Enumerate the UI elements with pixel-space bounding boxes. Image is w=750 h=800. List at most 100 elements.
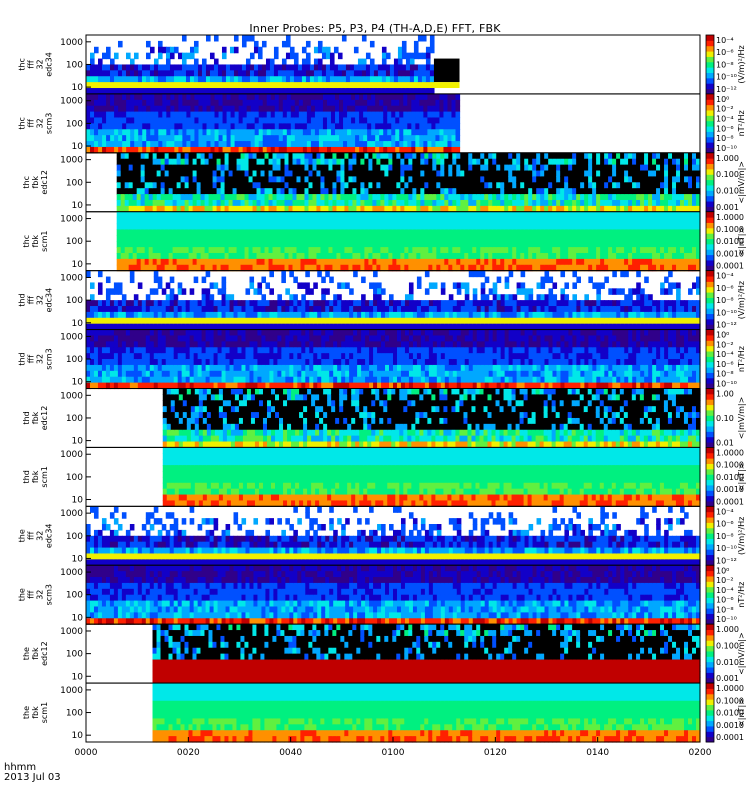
x-tick-label: 0140 bbox=[586, 748, 609, 758]
y-tick-label: 1000 bbox=[60, 38, 83, 48]
spectrogram-cells bbox=[86, 565, 701, 625]
colorbar-unit-label: <|mV/m|> bbox=[737, 632, 746, 675]
colorbar-tick-label: 10⁻⁶ bbox=[716, 284, 734, 293]
x-axis-date-label: 2013 Jul 03 bbox=[4, 772, 61, 783]
y-tick-label: 100 bbox=[66, 532, 83, 542]
y-tick-label: 1000 bbox=[60, 509, 83, 519]
y-tick-label: 100 bbox=[66, 60, 83, 70]
colorbar-unit-label: (V/m)²/Hz bbox=[737, 281, 746, 319]
colorbar-tick-label: 10⁻⁴ bbox=[716, 272, 734, 281]
colorbar-tick-label: 10⁻¹⁰ bbox=[716, 308, 737, 317]
spectrogram-cells bbox=[86, 506, 701, 566]
colorbar-tick-label: 0.0010 bbox=[716, 721, 744, 730]
colorbar-tick-label: 0.0100 bbox=[716, 473, 744, 482]
colorbar-tick-label: 0.100 bbox=[716, 170, 739, 179]
panel-stack: 100010010thcfff32edc3410⁻⁴10⁻⁶10⁻⁸10⁻¹⁰1… bbox=[18, 34, 746, 743]
x-tick-label: 0020 bbox=[177, 748, 200, 758]
chart-title: Inner Probes: P5, P3, P4 (TH-A,D,E) FFT,… bbox=[249, 22, 501, 35]
colorbar-tick-label: 0.0010 bbox=[716, 485, 744, 494]
colorbar-tick-label: 0.0010 bbox=[716, 249, 744, 258]
colorbar-unit-label: <|nT|> bbox=[737, 227, 746, 256]
colorbar-tick-label: 10⁻⁴ bbox=[716, 507, 734, 516]
x-tick-label: 0200 bbox=[689, 748, 712, 758]
colorbar-tick-label: 10⁰ bbox=[716, 566, 729, 575]
colorbar-unit-label: <|mV/m|> bbox=[737, 397, 746, 440]
colorbar-tick-label: 10⁻⁶ bbox=[716, 360, 734, 369]
spectrogram-cells bbox=[152, 683, 701, 743]
colorbar-tick-label: 0.0001 bbox=[716, 497, 744, 506]
y-tick-label: 100 bbox=[66, 119, 83, 129]
colorbar-tick-label: 0.001 bbox=[716, 674, 739, 683]
panel-label: thefff32scm3 bbox=[18, 584, 54, 605]
colorbar: 1.000 0.100 0.010 0.001<|mV/m|> bbox=[705, 623, 746, 684]
colorbar: 1.0000 0.1000 0.0100 0.0010 0.0001 <|nT|> bbox=[705, 447, 746, 507]
x-axis-unit-label: hhmm bbox=[4, 762, 37, 773]
colorbar: 10⁻⁴ 10⁻⁶ 10⁻⁸ 10⁻¹⁰ 10⁻¹²(V/m)²/Hz bbox=[705, 34, 746, 95]
colorbar-tick-label: 10⁻¹⁰ bbox=[716, 73, 737, 82]
colorbar-tick-label: 10⁻⁸ bbox=[716, 296, 734, 305]
y-tick-label: 100 bbox=[66, 709, 83, 719]
y-tick-label: 10 bbox=[72, 142, 84, 152]
colorbar-tick-label: 1.000 bbox=[716, 625, 739, 634]
y-tick-label: 100 bbox=[66, 237, 83, 247]
colorbar-unit-label: <|nT|> bbox=[737, 462, 746, 491]
panel-label: thcfbkscm1 bbox=[22, 230, 49, 251]
colorbar-tick-label: 0.1000 bbox=[716, 696, 744, 705]
colorbar-tick-label: 10⁻⁴ bbox=[716, 586, 734, 595]
y-tick-label: 100 bbox=[66, 591, 83, 601]
panel-thd-fff-32-scm3: 1000 100 10 thdfff32scm3 10⁰10⁻²10⁻⁴10⁻⁶10⁻⁸… bbox=[18, 329, 746, 390]
colorbar-tick-label: 10⁻¹⁰ bbox=[716, 380, 737, 389]
spectrogram-cells bbox=[86, 35, 460, 95]
x-tick-label: 0100 bbox=[382, 748, 405, 758]
spectrogram-cells bbox=[86, 270, 701, 331]
colorbar: 10⁻⁴ 10⁻⁶ 10⁻⁸ 10⁻¹⁰ 10⁻¹²(V/m)²/Hz bbox=[705, 505, 746, 566]
colorbar-unit-label: nT²/Hz bbox=[737, 582, 746, 608]
colorbar-tick-label: 10⁻⁶ bbox=[716, 124, 734, 133]
colorbar-tick-label: 10⁻² bbox=[716, 576, 734, 585]
colorbar-tick-label: 1.0000 bbox=[716, 684, 744, 693]
colorbar-tick-label: 0.010 bbox=[716, 658, 739, 667]
x-tick-label: 0000 bbox=[75, 748, 98, 758]
panel-the-fbk-scm1: 1000 100 10 thefbkscm1 1.0000 0.1000 0.0100 0.0… bbox=[22, 682, 746, 743]
colorbar-tick-label: 10⁻⁴ bbox=[716, 350, 734, 359]
colorbar-unit-label: <|mV/m|> bbox=[737, 161, 746, 204]
panel-label: thefbkscm1 bbox=[22, 702, 49, 723]
panel-thc-fbk-edc12: 1000 100 10 thcfbkedc12 1.000 0.100 0.010 0.001… bbox=[22, 152, 746, 213]
colorbar-unit-label: (V/m)²/Hz bbox=[737, 517, 746, 555]
x-axis: 0000 0020 0040 0100 0120 0140 0200 bbox=[75, 737, 712, 758]
panel-thc-fbk-scm1: 1000 100 10 thcfbkscm1 1.0000 0.1000 0.0100 0.0… bbox=[22, 211, 746, 272]
panel-the-fff-32-edc34: 100010010thefff32edc3410⁻⁴10⁻⁶10⁻⁸10⁻¹⁰1… bbox=[18, 505, 746, 566]
y-tick-label: 1000 bbox=[60, 215, 83, 225]
colorbar-tick-label: 0.01 bbox=[716, 438, 734, 447]
panel-the-fff-32-scm3: 1000 100 10 thefff32scm3 10⁰10⁻²10⁻⁴10⁻⁶10⁻⁸… bbox=[18, 564, 746, 625]
y-tick-label: 1000 bbox=[60, 332, 83, 342]
colorbar-tick-label: 10⁻⁴ bbox=[716, 114, 734, 123]
spectrogram-cells bbox=[116, 211, 701, 272]
colorbar-unit-label: (V/m)²/Hz bbox=[737, 45, 746, 83]
colorbar-tick-label: 0.0100 bbox=[716, 237, 744, 246]
panel-label: thdfff32scm3 bbox=[18, 348, 54, 369]
x-tick-label: 0120 bbox=[484, 748, 507, 758]
y-tick-label: 10 bbox=[72, 378, 84, 388]
colorbar: 1.0000 0.1000 0.0100 0.0010 0.0001 <|nT|> bbox=[705, 211, 746, 272]
y-tick-label: 100 bbox=[66, 414, 83, 424]
spectrogram-cells bbox=[116, 152, 701, 213]
y-tick-label: 1000 bbox=[60, 273, 83, 283]
y-tick-label: 10 bbox=[72, 554, 84, 564]
colorbar-tick-label: 10⁻⁶ bbox=[716, 520, 734, 529]
colorbar-tick-label: 10⁻¹⁰ bbox=[716, 144, 737, 153]
y-tick-label: 10 bbox=[72, 260, 84, 270]
colorbar: 1.000 0.100 0.010 0.001<|mV/m|> bbox=[705, 152, 746, 213]
colorbar-unit-label: nT²/Hz bbox=[737, 346, 746, 372]
colorbar-tick-label: 0.1000 bbox=[716, 225, 744, 234]
spectrogram-cells bbox=[152, 624, 701, 684]
y-tick-label: 1000 bbox=[60, 568, 83, 578]
colorbar-tick-label: 10⁻¹² bbox=[716, 556, 737, 565]
panel-label: thdfff32edc34 bbox=[18, 288, 54, 313]
panel-thc-fff-32-scm3: 1000 100 10 thcfff32scm3 10⁰10⁻²10⁻⁴10⁻⁶10⁻⁸… bbox=[18, 93, 746, 154]
panel-thc-fff-32-edc34: 100010010thcfff32edc3410⁻⁴10⁻⁶10⁻⁸10⁻¹⁰1… bbox=[18, 34, 746, 95]
colorbar-tick-label: 0.0001 bbox=[716, 733, 744, 742]
colorbar-tick-label: 0.010 bbox=[716, 186, 739, 195]
panel-label: thefbkedc12 bbox=[22, 641, 49, 666]
